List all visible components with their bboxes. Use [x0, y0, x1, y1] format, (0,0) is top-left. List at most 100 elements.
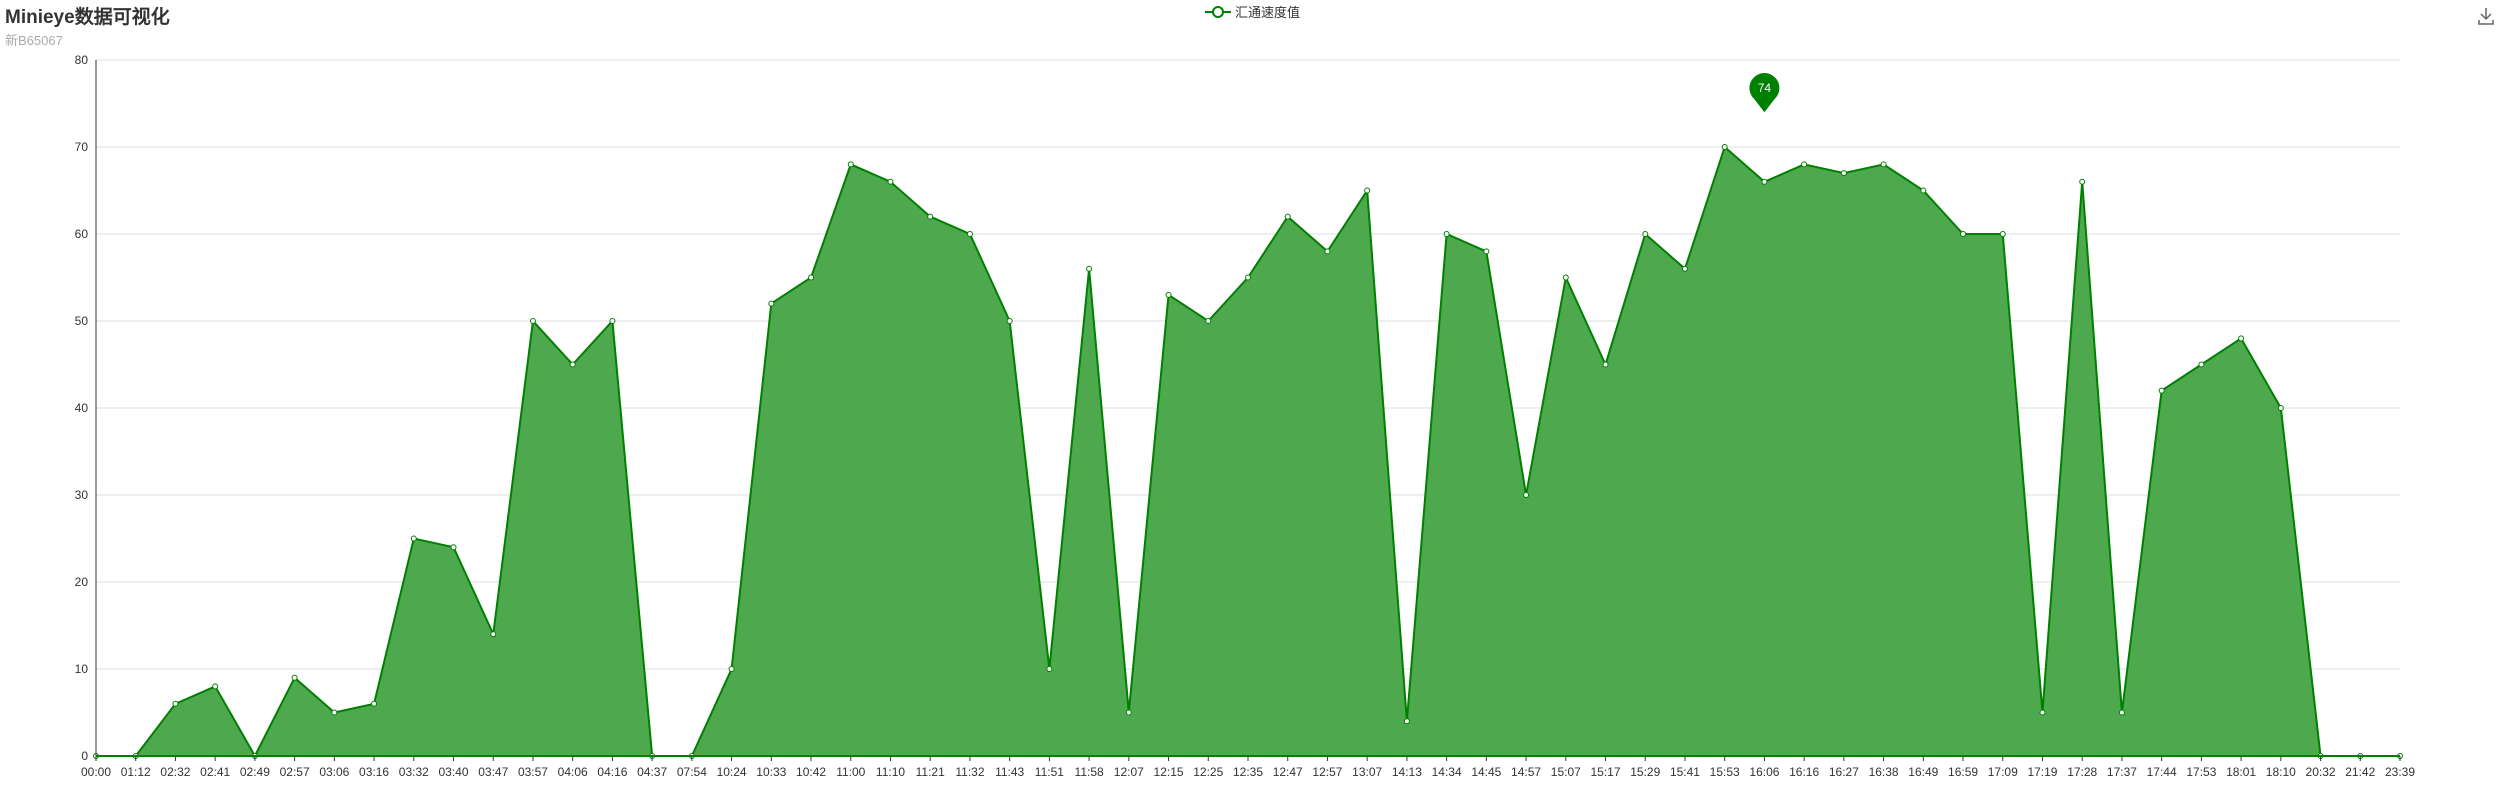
x-tick-label: 10:42 [796, 765, 826, 779]
data-point[interactable] [212, 683, 219, 690]
data-point[interactable] [1284, 213, 1291, 220]
data-point[interactable] [1006, 318, 1013, 324]
x-tick-label: 00:00 [81, 765, 111, 779]
data-point[interactable] [172, 700, 179, 707]
data-point[interactable] [371, 700, 378, 707]
data-point[interactable] [331, 709, 338, 716]
data-point[interactable] [808, 274, 815, 281]
legend-label: 汇通速度值 [1235, 5, 1301, 20]
data-point[interactable] [2238, 335, 2245, 342]
data-point[interactable] [1602, 361, 1609, 368]
data-point[interactable] [768, 300, 775, 307]
data-point[interactable] [1761, 178, 1768, 185]
data-point[interactable] [410, 535, 417, 542]
chart-subtitle: 新B65067 [5, 33, 63, 48]
x-tick-label: 17:37 [2107, 765, 2137, 779]
data-point[interactable] [1324, 248, 1331, 255]
data-point[interactable] [1562, 274, 1569, 281]
data-point[interactable] [1721, 144, 1728, 150]
x-tick-label: 03:57 [518, 765, 548, 779]
data-point[interactable] [291, 674, 298, 681]
data-point[interactable] [1920, 187, 1927, 194]
x-tick-label: 17:44 [2147, 765, 2177, 779]
x-tick-label: 14:45 [1471, 765, 1501, 779]
x-tick-label: 20:32 [2306, 765, 2336, 779]
x-tick-label: 16:16 [1789, 765, 1819, 779]
data-point[interactable] [2277, 405, 2284, 411]
data-point[interactable] [2118, 709, 2125, 716]
x-tick-label: 12:57 [1312, 765, 1342, 779]
x-tick-label: 03:32 [399, 765, 429, 779]
data-point[interactable] [1801, 161, 1808, 168]
data-point[interactable] [2039, 709, 2046, 716]
chart-title: Minieye数据可视化 [5, 7, 170, 28]
data-point[interactable] [1245, 274, 1251, 281]
data-point[interactable] [1960, 231, 1967, 237]
x-tick-label: 12:15 [1154, 765, 1184, 779]
x-tick-label: 02:41 [200, 765, 230, 779]
x-tick-label: 11:21 [916, 765, 945, 779]
x-tick-label: 21:42 [2345, 765, 2375, 779]
data-point[interactable] [1483, 248, 1490, 255]
markpoint-pin-icon[interactable] [1749, 73, 1780, 113]
data-point[interactable] [1046, 666, 1053, 672]
x-tick-label: 17:09 [1988, 765, 2018, 779]
y-tick-label: 10 [75, 662, 89, 676]
data-point[interactable] [887, 178, 894, 185]
x-tick-label: 04:37 [637, 765, 667, 779]
data-point[interactable] [1125, 709, 1132, 716]
legend-item-series[interactable]: 汇通速度值 [1205, 2, 1300, 21]
x-tick-label: 18:01 [2226, 765, 2256, 779]
data-point[interactable] [966, 231, 973, 237]
y-tick-label: 70 [75, 140, 89, 154]
data-point[interactable] [1523, 492, 1530, 498]
x-tick-label: 16:06 [1749, 765, 1779, 779]
data-point[interactable] [1364, 187, 1371, 194]
data-point[interactable] [1403, 718, 1410, 725]
x-tick-label: 17:53 [2186, 765, 2216, 779]
data-point[interactable] [1681, 265, 1688, 272]
data-point[interactable] [927, 213, 934, 220]
data-point[interactable] [1840, 170, 1847, 177]
x-tick-label: 03:40 [439, 765, 469, 779]
data-point[interactable] [1443, 231, 1450, 237]
y-tick-label: 50 [75, 314, 89, 328]
markpoint-label: 74 [1758, 81, 1772, 95]
data-point[interactable] [609, 318, 616, 324]
data-point[interactable] [569, 361, 576, 368]
x-tick-label: 12:35 [1233, 765, 1263, 779]
data-point[interactable] [490, 631, 497, 638]
data-point[interactable] [1086, 265, 1093, 272]
data-point[interactable] [2158, 387, 2165, 394]
data-point[interactable] [1642, 231, 1649, 237]
x-tick-label: 14:13 [1392, 765, 1422, 779]
x-tick-label: 17:28 [2067, 765, 2097, 779]
x-axis-labels: 00:00 01:12 02:32 02:41 02:49 02:57 03:06 03:16… [81, 756, 2415, 779]
data-point[interactable] [1165, 291, 1172, 298]
data-point[interactable] [1880, 161, 1887, 168]
data-point[interactable] [2079, 178, 2086, 185]
x-tick-label: 07:54 [677, 765, 707, 779]
data-point[interactable] [1999, 231, 2006, 237]
data-point[interactable] [2198, 361, 2205, 368]
x-tick-label: 16:38 [1869, 765, 1899, 779]
y-axis-labels: 0 10 20 30 40 50 60 70 80 [75, 53, 89, 763]
data-point[interactable] [1205, 318, 1212, 324]
data-point[interactable] [450, 544, 457, 551]
x-tick-label: 02:57 [280, 765, 310, 779]
x-tick-label: 18:10 [2266, 765, 2296, 779]
x-tick-label: 15:07 [1551, 765, 1581, 779]
x-tick-label: 11:10 [876, 765, 905, 779]
data-point[interactable] [728, 666, 735, 672]
y-tick-label: 0 [81, 749, 88, 763]
x-tick-label: 12:47 [1273, 765, 1303, 779]
data-point[interactable] [529, 318, 536, 324]
x-tick-label: 11:58 [1075, 765, 1104, 779]
x-tick-label: 02:32 [160, 765, 190, 779]
x-tick-label: 03:47 [478, 765, 508, 779]
series-area [93, 144, 2403, 759]
data-point[interactable] [847, 161, 854, 168]
download-icon[interactable] [2476, 6, 2496, 26]
x-tick-label: 16:59 [1948, 765, 1978, 779]
x-tick-label: 04:16 [597, 765, 627, 779]
